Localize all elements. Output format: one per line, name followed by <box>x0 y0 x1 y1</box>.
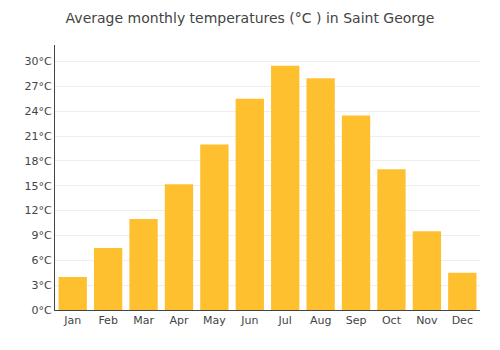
svg-text:12°C: 12°C <box>25 204 52 217</box>
svg-text:Dec: Dec <box>452 314 473 327</box>
svg-text:18°C: 18°C <box>25 155 52 168</box>
svg-text:27°C: 27°C <box>25 80 52 93</box>
svg-text:Sep: Sep <box>346 314 367 327</box>
svg-text:Feb: Feb <box>98 314 117 327</box>
svg-text:Nov: Nov <box>416 314 438 327</box>
svg-text:Jun: Jun <box>240 314 258 327</box>
svg-text:6°C: 6°C <box>32 254 52 267</box>
svg-text:Average monthly temperatures (: Average monthly temperatures (°C ) in Sa… <box>66 10 435 26</box>
svg-text:Oct: Oct <box>382 314 402 327</box>
svg-text:May: May <box>203 314 226 327</box>
svg-text:Apr: Apr <box>169 314 189 327</box>
svg-text:30°C: 30°C <box>25 55 52 68</box>
svg-text:Mar: Mar <box>133 314 154 327</box>
svg-text:15°C: 15°C <box>25 180 52 193</box>
svg-text:Jan: Jan <box>63 314 81 327</box>
svg-text:21°C: 21°C <box>25 130 52 143</box>
svg-text:24°C: 24°C <box>25 105 52 118</box>
svg-text:3°C: 3°C <box>32 279 52 292</box>
svg-text:9°C: 9°C <box>32 229 52 242</box>
svg-text:Jul: Jul <box>278 314 292 327</box>
svg-text:Aug: Aug <box>310 314 331 327</box>
svg-text:0°C: 0°C <box>32 304 52 317</box>
